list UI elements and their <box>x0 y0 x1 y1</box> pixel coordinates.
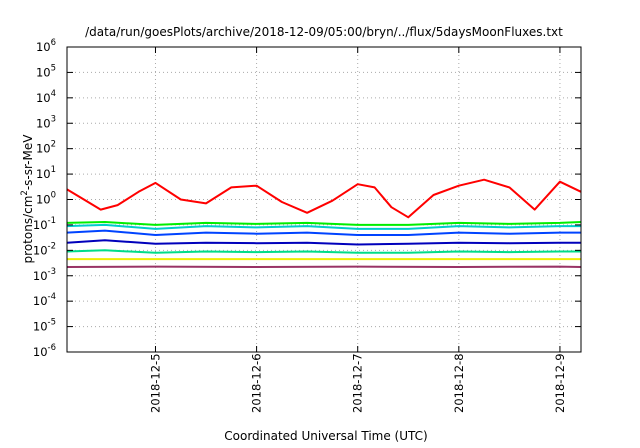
y-tick-label: 105 <box>36 63 56 79</box>
y-tick-exp: 2 <box>51 140 56 150</box>
y-axis-label-main: protons/cm <box>21 196 35 264</box>
y-tick-exp: -1 <box>48 216 56 226</box>
y-tick-base: 10 <box>33 218 48 232</box>
y-tick-exp: -2 <box>48 241 56 251</box>
x-axis-label: Coordinated Universal Time (UTC) <box>224 429 427 443</box>
y-tick-label: 104 <box>36 89 56 105</box>
series-line-0 <box>66 178 582 219</box>
y-tick-exp: 1 <box>51 165 56 175</box>
y-tick-base: 10 <box>36 91 51 105</box>
y-tick-base: 10 <box>36 40 51 54</box>
y-tick-label: 100 <box>36 191 56 207</box>
y-tick-exp: 5 <box>51 63 56 73</box>
y-tick-exp: 0 <box>51 191 56 201</box>
series-line-5 <box>66 249 581 254</box>
x-tick-label: 2018-12-7 <box>351 353 365 413</box>
y-tick-label: 103 <box>36 114 56 130</box>
y-tick-labels: 10-610-510-410-310-210-11001011021031041… <box>33 38 56 359</box>
series-layer <box>66 178 582 268</box>
y-tick-exp: 4 <box>51 89 56 99</box>
series-line-2 <box>66 223 581 230</box>
y-tick-base: 10 <box>36 116 51 130</box>
x-tick-label: 2018-12-6 <box>250 353 264 413</box>
y-tick-base: 10 <box>33 320 48 334</box>
y-tick-base: 10 <box>33 243 48 257</box>
y-tick-exp: -4 <box>48 292 56 302</box>
x-tick-label: 2018-12-5 <box>148 353 162 413</box>
series-line-4 <box>66 239 581 246</box>
y-tick-base: 10 <box>33 294 48 308</box>
series-line-3 <box>66 229 581 236</box>
y-tick-exp: -3 <box>48 267 56 277</box>
x-tick-label: 2018-12-8 <box>452 353 466 413</box>
y-tick-label: 101 <box>36 165 56 181</box>
y-tick-exp: 3 <box>51 114 56 124</box>
y-tick-label: 10-2 <box>33 241 56 257</box>
y-tick-label: 10-4 <box>33 292 56 308</box>
y-tick-exp: -5 <box>48 318 56 328</box>
y-tick-label: 10-1 <box>33 216 56 232</box>
y-tick-label: 102 <box>36 140 56 156</box>
y-tick-base: 10 <box>36 142 51 156</box>
y-tick-label: 10-5 <box>33 318 56 334</box>
y-tick-base: 10 <box>36 167 51 181</box>
y-axis-label: protons/cm2-s-sr-MeV <box>20 134 35 264</box>
y-tick-exp: 6 <box>51 38 56 48</box>
y-tick-label: 10-3 <box>33 267 56 283</box>
axis-ticks <box>67 46 581 353</box>
y-tick-base: 10 <box>36 65 51 79</box>
y-tick-base: 10 <box>33 345 48 359</box>
series-line-1 <box>66 221 582 226</box>
y-tick-base: 10 <box>36 193 51 207</box>
chart-title: /data/run/goesPlots/archive/2018-12-09/0… <box>85 25 563 39</box>
y-tick-label: 10-6 <box>33 343 56 359</box>
y-tick-base: 10 <box>33 269 48 283</box>
y-axis-label-rest: -s-sr-MeV <box>21 134 35 190</box>
y-axis-label-sup: 2 <box>20 190 30 195</box>
y-tick-label: 106 <box>36 38 56 54</box>
x-tick-label: 2018-12-9 <box>553 353 567 413</box>
x-tick-labels: 2018-12-5 2018-12-6 2018-12-7 2018-12-8 2018… <box>148 353 566 413</box>
y-tick-exp: -6 <box>48 343 56 353</box>
